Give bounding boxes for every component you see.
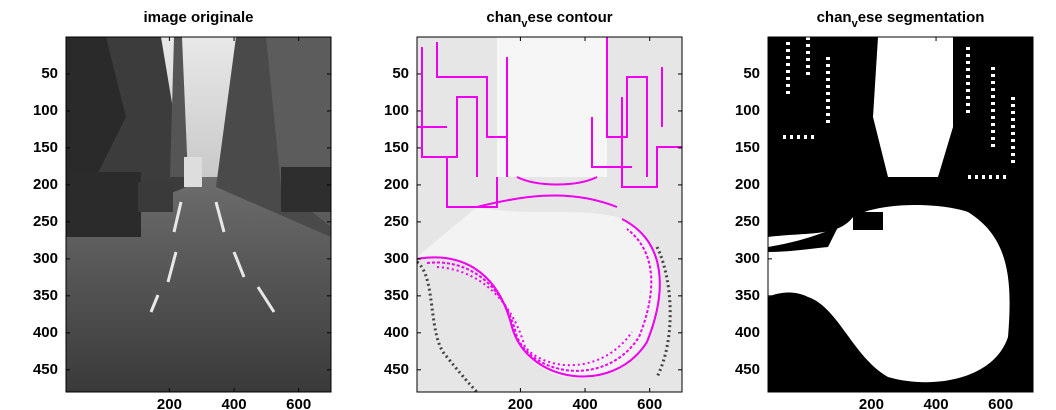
y-tick-label: 300	[735, 250, 760, 267]
x-tick-label: 600	[637, 396, 662, 410]
y-tick-label: 150	[735, 139, 760, 156]
y-tick-label: 300	[384, 250, 409, 267]
y-tick-label: 200	[384, 176, 409, 193]
y-tick-label: 50	[41, 65, 58, 82]
x-tick-label: 200	[157, 396, 182, 410]
y-tick-label: 100	[384, 102, 409, 119]
y-tick-label: 250	[384, 213, 409, 230]
axes-frame	[767, 36, 1034, 393]
y-tick-label: 450	[735, 361, 760, 378]
x-tick-label: 400	[222, 396, 247, 410]
y-tick-label: 400	[735, 324, 760, 341]
y-tick-label: 200	[33, 176, 58, 193]
image-original	[66, 37, 331, 392]
panel-title: image originale	[143, 9, 253, 26]
axes-frame	[416, 36, 683, 393]
axes: image originale 50 100 150 200 250 300 350 400 45…	[33, 9, 1034, 410]
y-tick-label: 100	[33, 102, 58, 119]
x-tick-label: 600	[286, 396, 311, 410]
x-tick-label: 400	[924, 396, 949, 410]
y-tick-label: 50	[392, 65, 409, 82]
axes-frame	[65, 36, 332, 393]
y-tick-label: 150	[33, 139, 58, 156]
x-tick-label: 200	[508, 396, 533, 410]
y-tick-label: 300	[33, 250, 58, 267]
y-tick-label: 450	[384, 361, 409, 378]
panel-title: chanvese segmentation	[817, 9, 985, 30]
image-segmentation	[768, 37, 1033, 392]
panel-title: chanvese contour	[486, 9, 612, 30]
x-tick-label: 400	[573, 396, 598, 410]
x-tick-label: 600	[988, 396, 1013, 410]
x-tick-label: 200	[859, 396, 884, 410]
y-tick-label: 350	[384, 287, 409, 304]
y-tick-label: 350	[735, 287, 760, 304]
image-contour	[417, 37, 682, 392]
y-tick-label: 200	[735, 176, 760, 193]
y-tick-label: 250	[735, 213, 760, 230]
y-tick-label: 250	[33, 213, 58, 230]
y-tick-label: 150	[384, 139, 409, 156]
y-tick-label: 100	[735, 102, 760, 119]
y-tick-label: 400	[384, 324, 409, 341]
y-tick-label: 450	[33, 361, 58, 378]
y-tick-label: 400	[33, 324, 58, 341]
y-tick-label: 350	[33, 287, 58, 304]
y-tick-label: 50	[743, 65, 760, 82]
